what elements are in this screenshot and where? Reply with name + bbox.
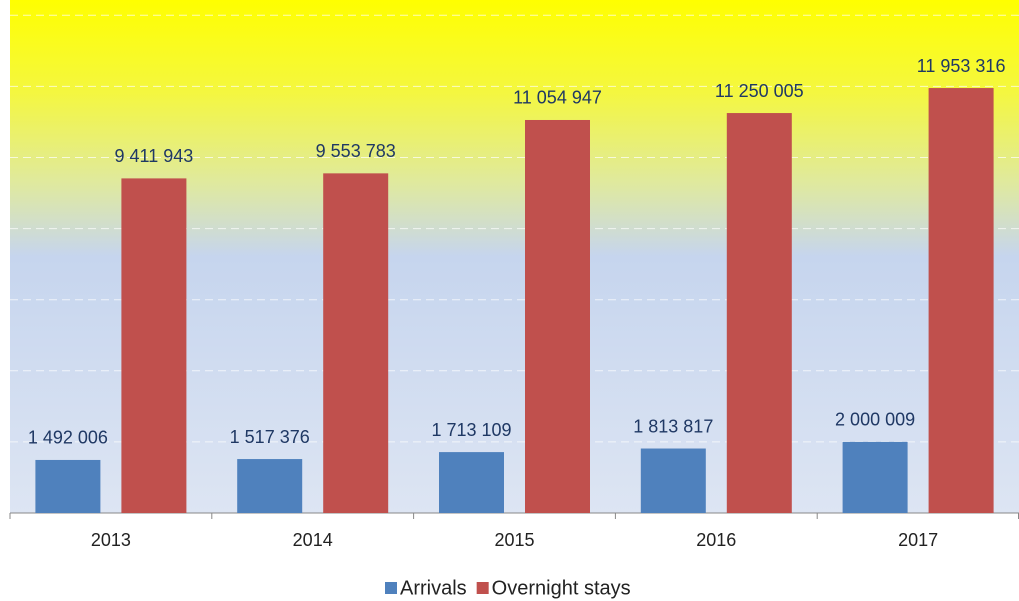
- legend-label: Arrivals: [400, 577, 467, 599]
- value-label: 1 517 376: [230, 427, 310, 447]
- x-tick-label: 2016: [696, 530, 736, 550]
- bar: [842, 441, 908, 513]
- value-label: 11 250 005: [715, 81, 804, 101]
- bar: [35, 459, 101, 513]
- value-label: 1 492 006: [28, 428, 108, 448]
- value-label: 11 953 316: [917, 56, 1006, 76]
- bar: [640, 448, 706, 513]
- x-tick-label: 2017: [898, 530, 938, 550]
- legend-swatch: [385, 582, 397, 594]
- legend-label: Overnight stays: [492, 577, 631, 599]
- bar: [525, 119, 590, 513]
- value-label: 9 411 943: [115, 146, 194, 166]
- value-label: 2 000 009: [835, 410, 915, 430]
- bar: [121, 178, 187, 514]
- bar: [323, 173, 389, 514]
- value-label: 9 553 783: [316, 141, 396, 161]
- x-tick-label: 2015: [494, 530, 534, 550]
- legend-swatch: [476, 582, 489, 594]
- value-label: 1 713 109: [431, 420, 511, 440]
- x-tick-label: 2014: [293, 530, 333, 550]
- bar: [726, 113, 792, 514]
- value-label: 11 054 947: [513, 88, 602, 108]
- bar: [928, 88, 994, 513]
- x-tick-label: 2013: [91, 530, 131, 550]
- bar: [439, 452, 504, 513]
- value-label: 1 813 817: [633, 416, 713, 436]
- bar: [237, 459, 303, 513]
